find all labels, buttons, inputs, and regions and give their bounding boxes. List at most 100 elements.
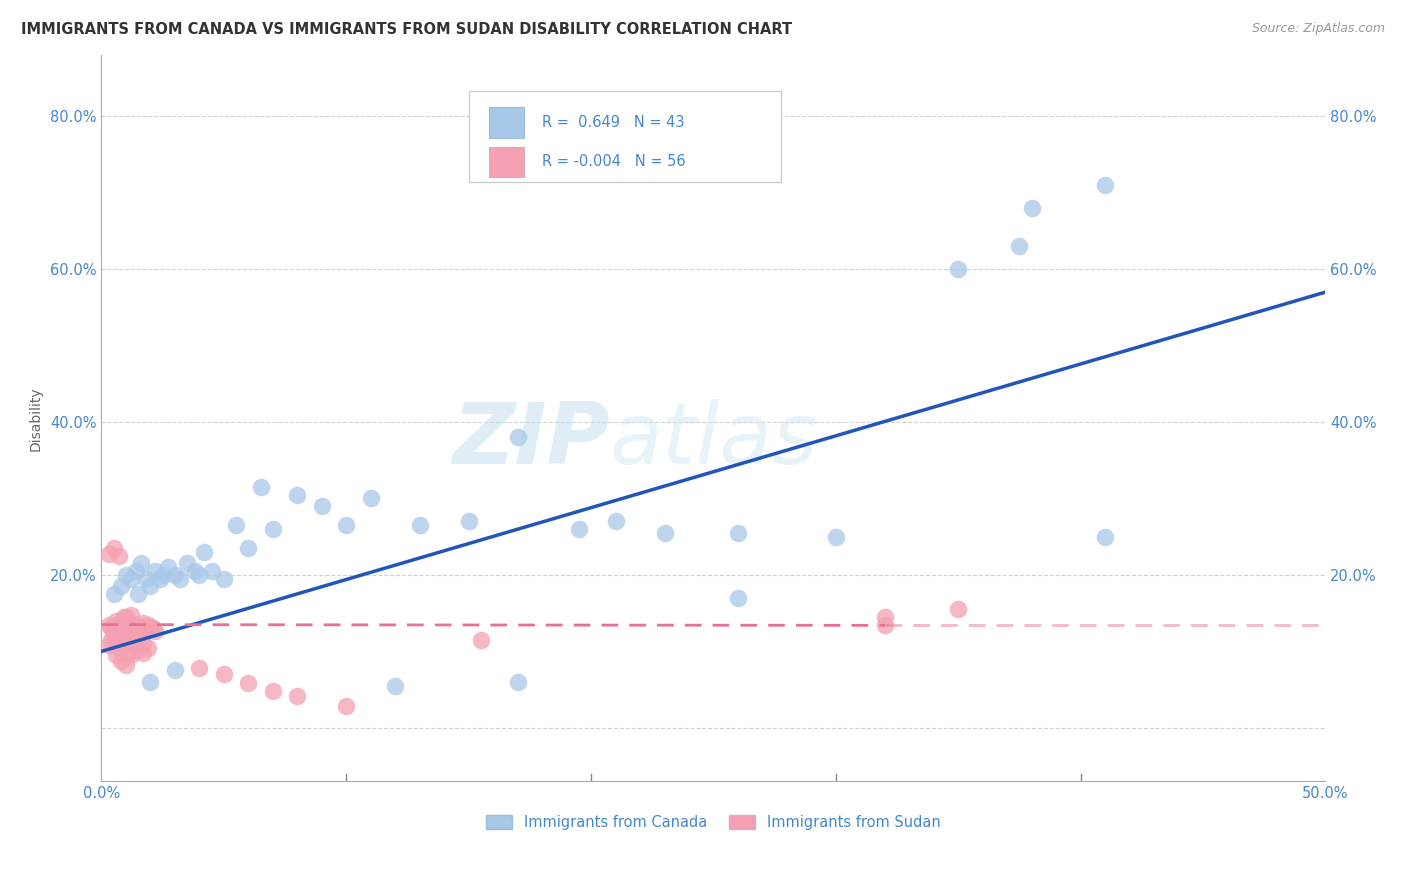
Point xyxy=(727,591,749,605)
Point xyxy=(193,545,215,559)
Point xyxy=(122,631,145,645)
Point xyxy=(163,664,186,678)
Point xyxy=(100,622,122,636)
Point xyxy=(97,617,120,632)
FancyBboxPatch shape xyxy=(489,146,524,178)
Point xyxy=(110,579,132,593)
Point xyxy=(409,518,432,533)
Point xyxy=(117,629,139,643)
Point xyxy=(139,579,162,593)
Point xyxy=(107,640,129,655)
Point xyxy=(384,679,406,693)
Point xyxy=(105,623,128,637)
Point xyxy=(143,624,166,639)
Point xyxy=(825,530,848,544)
Point xyxy=(122,638,145,652)
Point xyxy=(457,515,479,529)
Point xyxy=(360,491,382,506)
Point xyxy=(201,564,224,578)
Point xyxy=(1094,178,1116,192)
Point xyxy=(188,661,211,675)
Point xyxy=(238,676,260,690)
Y-axis label: Disability: Disability xyxy=(30,386,44,450)
Point xyxy=(110,620,132,634)
Point xyxy=(127,627,149,641)
Point xyxy=(120,622,142,636)
Point xyxy=(605,515,627,529)
Point xyxy=(107,623,129,637)
Point xyxy=(117,646,139,660)
Point xyxy=(136,617,159,632)
Point xyxy=(110,654,132,668)
Point xyxy=(117,618,139,632)
Point xyxy=(115,610,138,624)
Point xyxy=(176,557,198,571)
Point xyxy=(103,541,125,556)
Point xyxy=(654,525,676,540)
Point xyxy=(948,262,970,277)
Point xyxy=(311,499,333,513)
Point xyxy=(212,572,235,586)
Point xyxy=(149,572,172,586)
Point xyxy=(139,620,162,634)
Point xyxy=(129,622,152,636)
Point xyxy=(1094,530,1116,544)
Point xyxy=(873,617,896,632)
Point xyxy=(112,610,135,624)
Point xyxy=(873,610,896,624)
Point xyxy=(262,684,284,698)
Point xyxy=(125,622,148,636)
Point xyxy=(129,557,152,571)
Point xyxy=(127,643,149,657)
Point xyxy=(115,568,138,582)
Point xyxy=(135,623,157,637)
Point xyxy=(127,619,149,633)
Text: R = -0.004   N = 56: R = -0.004 N = 56 xyxy=(543,154,686,169)
Text: R =  0.649   N = 43: R = 0.649 N = 43 xyxy=(543,115,685,130)
Point xyxy=(100,632,122,647)
Point xyxy=(285,488,308,502)
Legend: Immigrants from Canada, Immigrants from Sudan: Immigrants from Canada, Immigrants from … xyxy=(481,809,946,836)
Point xyxy=(135,572,157,586)
Point xyxy=(132,646,155,660)
Point xyxy=(110,615,132,630)
Point xyxy=(97,638,120,652)
Point xyxy=(132,637,155,651)
Point xyxy=(120,648,142,663)
Point xyxy=(107,549,129,563)
Point xyxy=(169,572,191,586)
Point xyxy=(127,587,149,601)
Point xyxy=(103,587,125,601)
Point xyxy=(506,430,529,444)
Point xyxy=(103,625,125,640)
FancyBboxPatch shape xyxy=(489,107,524,138)
Point xyxy=(156,560,179,574)
Point xyxy=(183,564,205,578)
Point xyxy=(163,568,186,582)
Point xyxy=(948,602,970,616)
Point xyxy=(142,622,165,636)
Point xyxy=(470,632,492,647)
Point xyxy=(727,525,749,540)
Point xyxy=(103,632,125,647)
Point xyxy=(285,689,308,703)
Point xyxy=(1008,239,1031,253)
Point xyxy=(105,614,128,628)
Point xyxy=(120,607,142,622)
Text: IMMIGRANTS FROM CANADA VS IMMIGRANTS FROM SUDAN DISABILITY CORRELATION CHART: IMMIGRANTS FROM CANADA VS IMMIGRANTS FRO… xyxy=(21,22,792,37)
Point xyxy=(335,699,357,714)
Text: atlas: atlas xyxy=(609,399,817,482)
Point xyxy=(143,564,166,578)
Point xyxy=(132,616,155,631)
Point xyxy=(1021,201,1043,215)
Point xyxy=(225,518,247,533)
Text: ZIP: ZIP xyxy=(451,399,609,482)
Point xyxy=(115,624,138,638)
Point xyxy=(335,518,357,533)
Point xyxy=(506,675,529,690)
Point xyxy=(120,572,142,586)
Point xyxy=(568,522,591,536)
Point xyxy=(136,640,159,655)
FancyBboxPatch shape xyxy=(468,92,780,182)
Point xyxy=(139,675,162,690)
